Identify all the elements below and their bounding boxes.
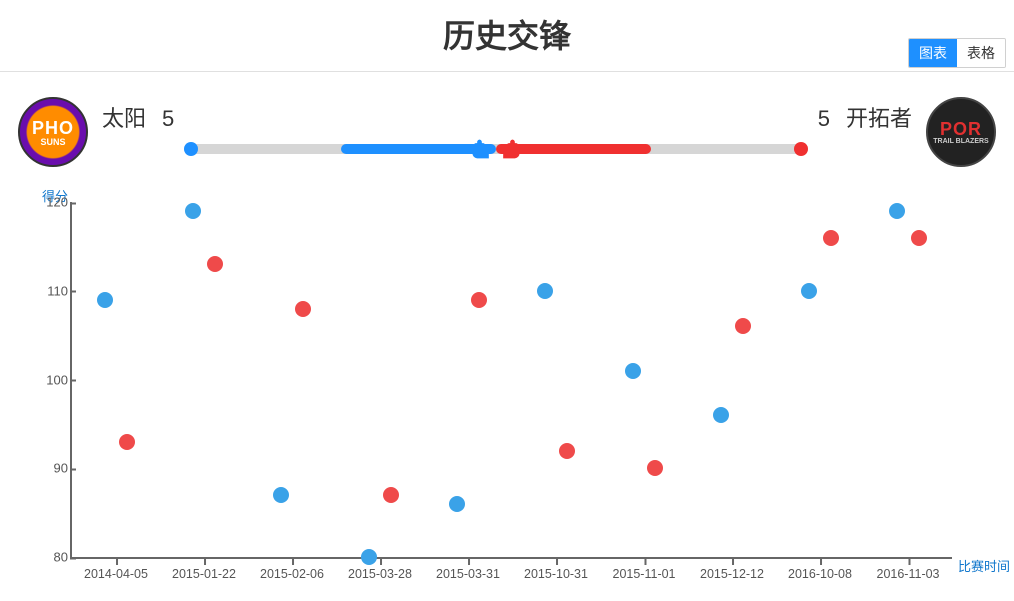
data-point bbox=[801, 283, 817, 299]
data-point bbox=[273, 487, 289, 503]
tab-table[interactable]: 表格 bbox=[957, 39, 1005, 67]
y-tick: 90 bbox=[32, 461, 68, 476]
view-tabs: 图表 表格 bbox=[908, 38, 1006, 68]
data-point bbox=[97, 292, 113, 308]
scatter-plot: 80901001101202014-04-052015-01-222015-02… bbox=[70, 202, 952, 559]
data-point bbox=[185, 203, 201, 219]
data-point bbox=[537, 283, 553, 299]
x-tick: 2015-02-06 bbox=[260, 567, 324, 581]
x-tick: 2016-11-03 bbox=[876, 567, 939, 581]
data-point bbox=[119, 434, 135, 450]
x-tick: 2014-04-05 bbox=[84, 567, 148, 581]
page-title: 历史交锋 bbox=[0, 0, 1014, 72]
data-point bbox=[713, 407, 729, 423]
data-point bbox=[625, 363, 641, 379]
x-tick: 2015-03-28 bbox=[348, 567, 412, 581]
team-left-logo: PHO SUNS bbox=[18, 97, 88, 167]
x-tick: 2015-03-31 bbox=[436, 567, 500, 581]
data-point bbox=[823, 230, 839, 246]
y-tick: 80 bbox=[32, 550, 68, 565]
x-axis-label: 比赛时间 bbox=[958, 556, 1010, 575]
data-point bbox=[449, 496, 465, 512]
y-tick: 100 bbox=[32, 372, 68, 387]
bar-dot-right bbox=[794, 142, 808, 156]
fist-right-icon bbox=[494, 134, 524, 164]
data-point bbox=[911, 230, 927, 246]
team-right-logo: POR TRAIL BLAZERS bbox=[926, 97, 996, 167]
data-point bbox=[559, 443, 575, 459]
head-to-head-bar bbox=[186, 110, 805, 154]
team-right-wins: 5 bbox=[818, 106, 830, 132]
team-left-name: 太阳 bbox=[102, 101, 146, 133]
x-tick: 2015-12-12 bbox=[700, 567, 764, 581]
bar-dot-left bbox=[184, 142, 198, 156]
team-right-name: 开拓者 bbox=[846, 101, 912, 133]
x-tick: 2015-10-31 bbox=[524, 567, 588, 581]
x-tick: 2015-11-01 bbox=[612, 567, 675, 581]
data-point bbox=[383, 487, 399, 503]
y-tick: 120 bbox=[32, 195, 68, 210]
team-left-wins: 5 bbox=[162, 106, 174, 132]
x-tick: 2016-10-08 bbox=[788, 567, 852, 581]
y-tick: 110 bbox=[32, 283, 68, 298]
tab-chart[interactable]: 图表 bbox=[909, 39, 957, 67]
data-point bbox=[361, 549, 377, 565]
data-point bbox=[471, 292, 487, 308]
x-tick: 2015-01-22 bbox=[172, 567, 236, 581]
data-point bbox=[295, 301, 311, 317]
data-point bbox=[647, 460, 663, 476]
data-point bbox=[889, 203, 905, 219]
data-point bbox=[207, 256, 223, 272]
data-point bbox=[735, 318, 751, 334]
